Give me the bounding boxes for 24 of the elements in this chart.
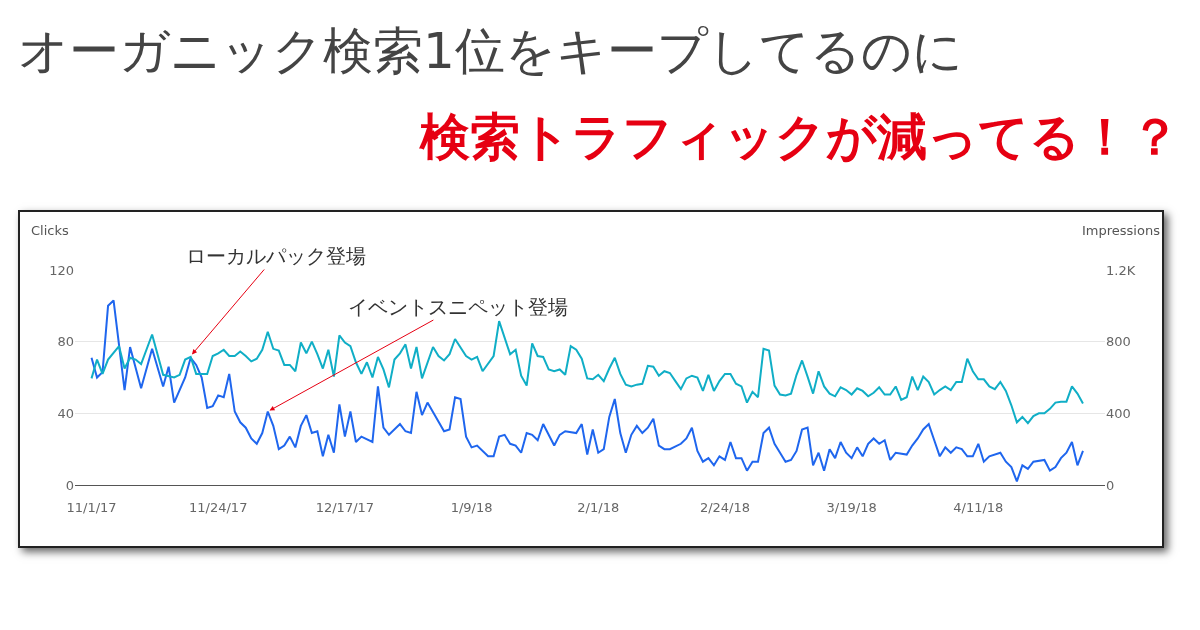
x-tick-label: 11/1/17 [66, 499, 117, 515]
y-tick-label: 120 [49, 262, 74, 278]
x-tick-label: 12/17/17 [315, 499, 375, 515]
x-tick-label: 3/19/18 [826, 499, 877, 515]
y-axis-title: Clicks [31, 223, 69, 238]
y-tick-label: 40 [57, 405, 74, 421]
y2-tick-label: 1.2K [1106, 262, 1136, 278]
chart-subtitle: 検索トラフィックが減ってる！？ [420, 107, 1180, 168]
y2-axis-title: Impressions [1082, 223, 1161, 238]
annotation: イベントスニペット登場 [348, 295, 568, 319]
y-tick-label: 0 [65, 477, 74, 493]
y2-tick-label: 0 [1106, 477, 1115, 493]
x-tick-label: 2/24/18 [699, 499, 751, 515]
chart-title: オーガニック検索1位をキープしてるのに [18, 21, 963, 82]
y-tick-label: 80 [57, 334, 74, 350]
line-series [90, 320, 1084, 425]
x-tick-label: 4/11/18 [953, 499, 1004, 515]
x-tick-label: 1/9/18 [450, 499, 493, 515]
y2-tick-label: 400 [1106, 405, 1131, 421]
line-series [90, 299, 1084, 483]
annotation: ローカルパック登場 [186, 244, 366, 268]
y2-tick-label: 800 [1106, 334, 1131, 350]
x-tick-label: 11/24/17 [189, 499, 248, 515]
x-tick-label: 2/1/18 [577, 499, 620, 515]
